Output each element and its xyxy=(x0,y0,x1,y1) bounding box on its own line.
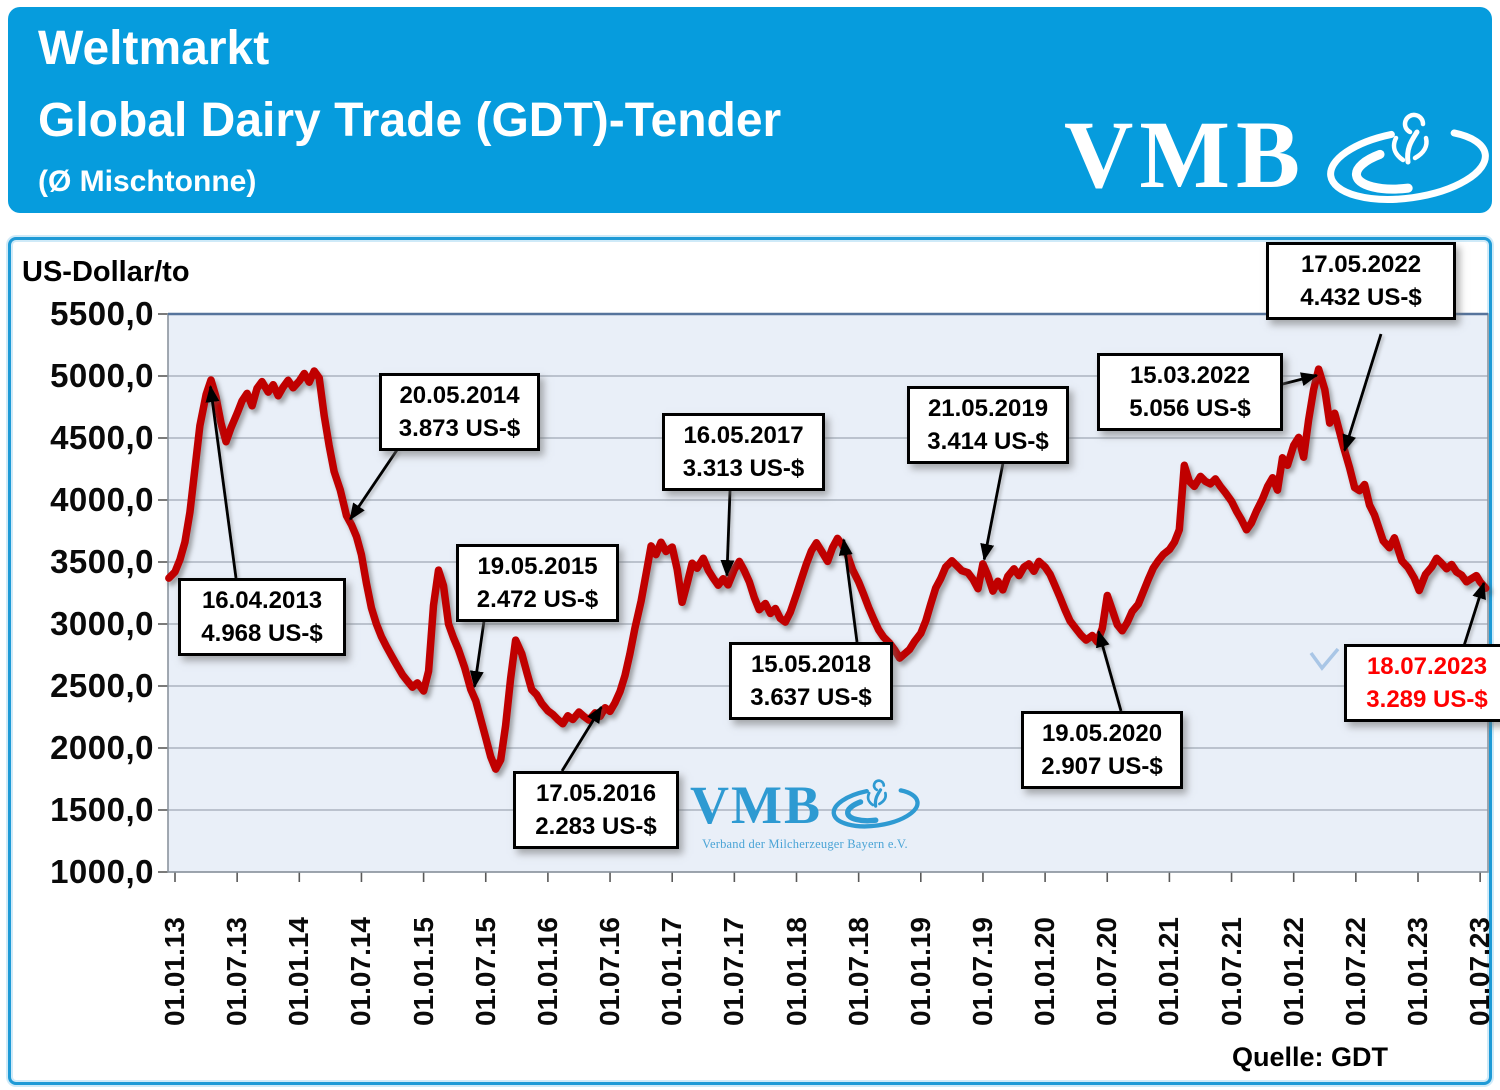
x-axis-tick-label: 01.01.21 xyxy=(1153,917,1185,1026)
annotation-date: 15.03.2022 xyxy=(1129,362,1251,389)
annotation-box-15.03.2022: 15.03.2022 5.056 US-$ xyxy=(1097,353,1283,431)
y-axis-tick-label: 1000,0 xyxy=(50,853,154,890)
annotation-box-21.05.2019: 21.05.2019 3.414 US-$ xyxy=(907,386,1069,464)
page-subtitle: Global Dairy Trade (GDT)-Tender xyxy=(38,94,782,147)
annotation-date: 15.05.2018 xyxy=(750,651,872,678)
x-axis-tick-label: 01.07.18 xyxy=(842,917,874,1026)
x-axis-tick-label: 01.07.22 xyxy=(1339,917,1371,1026)
x-axis-tick-label: 01.01.22 xyxy=(1277,917,1309,1026)
annotation-value: 5.056 US-$ xyxy=(1129,395,1251,422)
annotation-box-20.05.2014: 20.05.2014 3.873 US-$ xyxy=(379,373,540,451)
annotation-value: 2.907 US-$ xyxy=(1041,753,1163,780)
annotation-value: 4.432 US-$ xyxy=(1300,284,1422,311)
x-axis-tick-label: 01.07.19 xyxy=(966,917,998,1026)
annotation-arrow xyxy=(469,620,486,689)
annotation-arrow xyxy=(720,490,735,578)
y-axis-tick-label: 1500,0 xyxy=(50,791,154,828)
annotation-arrow xyxy=(560,705,603,772)
annotation-box-17.05.2016: 17.05.2016 2.283 US-$ xyxy=(513,771,679,849)
vmb-logo-swirl-icon xyxy=(1327,112,1489,203)
annotation-arrow xyxy=(838,538,859,643)
annotation-value: 2.472 US-$ xyxy=(476,586,599,613)
annotation-date: 16.05.2017 xyxy=(683,422,804,449)
x-axis-tick-label: 01.01.17 xyxy=(656,917,688,1026)
x-axis-tick-label: 01.01.13 xyxy=(159,917,190,1026)
annotation-box-16.05.2017: 16.05.2017 3.313 US-$ xyxy=(662,413,825,491)
y-axis-title: US-Dollar/to xyxy=(22,256,190,288)
annotation-date: 18.07.2023 xyxy=(1366,653,1488,680)
annotation-value: 3.289 US-$ xyxy=(1366,686,1488,713)
x-axis-tick-label: 01.07.17 xyxy=(718,917,750,1026)
y-axis-tick-label: 2000,0 xyxy=(50,729,154,766)
annotation-date: 19.05.2020 xyxy=(1041,720,1163,747)
vmb-watermark-caption: Verband der Milcherzeuger Bayern e.V. xyxy=(702,837,908,851)
x-axis-tick-label: 01.01.18 xyxy=(780,917,812,1026)
annotation-arrow xyxy=(1342,333,1383,452)
vmb-logo-text: VMB xyxy=(1064,101,1306,208)
annotation-box-15.05.2018: 15.05.2018 3.637 US-$ xyxy=(729,642,893,720)
annotation-value: 3.414 US-$ xyxy=(927,428,1049,455)
x-axis-tick-label: 01.07.15 xyxy=(469,917,501,1026)
annotation-date: 21.05.2019 xyxy=(927,395,1049,422)
x-axis-tick-label: 01.07.16 xyxy=(594,917,626,1026)
annotation-arrow xyxy=(1461,581,1486,650)
x-axis-tick-label: 01.07.23 xyxy=(1464,917,1496,1026)
annotation-date: 19.05.2015 xyxy=(477,553,598,580)
y-axis-tick-label: 3500,0 xyxy=(50,543,154,580)
vmb-watermark: VMB Verband der Milcherzeuger Bayern e.V… xyxy=(690,776,920,852)
annotation-value: 3.873 US-$ xyxy=(398,415,521,442)
y-axis-tick-label: 2500,0 xyxy=(50,667,154,704)
annotation-value: 2.283 US-$ xyxy=(535,813,657,840)
annotation-box-17.05.2022: 17.05.2022 4.432 US-$ xyxy=(1266,242,1456,320)
vmb-watermark-swirl-icon xyxy=(831,779,920,829)
x-axis-tick-label: 01.01.15 xyxy=(407,917,439,1026)
annotation-arrow xyxy=(349,449,399,521)
x-axis-tick-label: 01.01.16 xyxy=(531,917,563,1026)
source-label: Quelle: GDT xyxy=(1232,1042,1389,1072)
page-subtitle-unit: (Ø Mischtonne) xyxy=(38,165,257,198)
annotation-date: 17.05.2016 xyxy=(535,780,657,807)
annotation-value: 3.313 US-$ xyxy=(682,455,805,482)
annotation-arrow xyxy=(1096,629,1123,712)
annotation-date: 16.04.2013 xyxy=(201,587,323,614)
vmb-watermark-text: VMB xyxy=(690,775,822,835)
page-title: Weltmarkt xyxy=(38,22,270,75)
x-axis-tick-label: 01.07.14 xyxy=(345,917,377,1026)
x-axis-tick-label: 01.01.23 xyxy=(1402,917,1433,1026)
stray-check-mark xyxy=(1309,647,1340,671)
y-axis-tick-label: 5500,0 xyxy=(50,295,154,332)
y-axis-tick-label: 3000,0 xyxy=(50,605,154,642)
y-axis-tick-label: 5000,0 xyxy=(50,357,154,394)
annotation-value: 3.637 US-$ xyxy=(750,684,872,711)
x-axis-tick-label: 01.07.20 xyxy=(1091,917,1123,1026)
x-axis-tick-label: 01.07.13 xyxy=(221,917,253,1026)
annotation-box-18.07.2023: 18.07.2023 3.289 US-$ xyxy=(1344,644,1500,722)
annotation-arrow xyxy=(980,462,1005,561)
annotation-box-19.05.2020: 19.05.2020 2.907 US-$ xyxy=(1021,711,1183,789)
x-axis-tick-label: 01.01.14 xyxy=(283,917,315,1026)
annotation-box-19.05.2015: 19.05.2015 2.472 US-$ xyxy=(456,544,619,622)
gdt-price-line xyxy=(165,365,1490,773)
annotation-box-16.04.2013: 16.04.2013 4.968 US-$ xyxy=(178,578,346,656)
x-axis-tick-label: 01.01.19 xyxy=(904,917,936,1026)
annotation-date: 20.05.2014 xyxy=(399,382,520,409)
x-axis-tick-label: 01.01.20 xyxy=(1029,917,1061,1026)
annotation-value: 4.968 US-$ xyxy=(201,620,323,647)
y-axis-tick-label: 4500,0 xyxy=(50,419,154,456)
annotation-arrow xyxy=(205,385,238,579)
header-banner: Weltmarkt Global Dairy Trade (GDT)-Tende… xyxy=(8,7,1492,213)
y-axis-tick-label: 4000,0 xyxy=(50,481,154,518)
x-axis-tick-label: 01.07.21 xyxy=(1215,917,1247,1026)
annotation-date: 17.05.2022 xyxy=(1300,251,1422,278)
